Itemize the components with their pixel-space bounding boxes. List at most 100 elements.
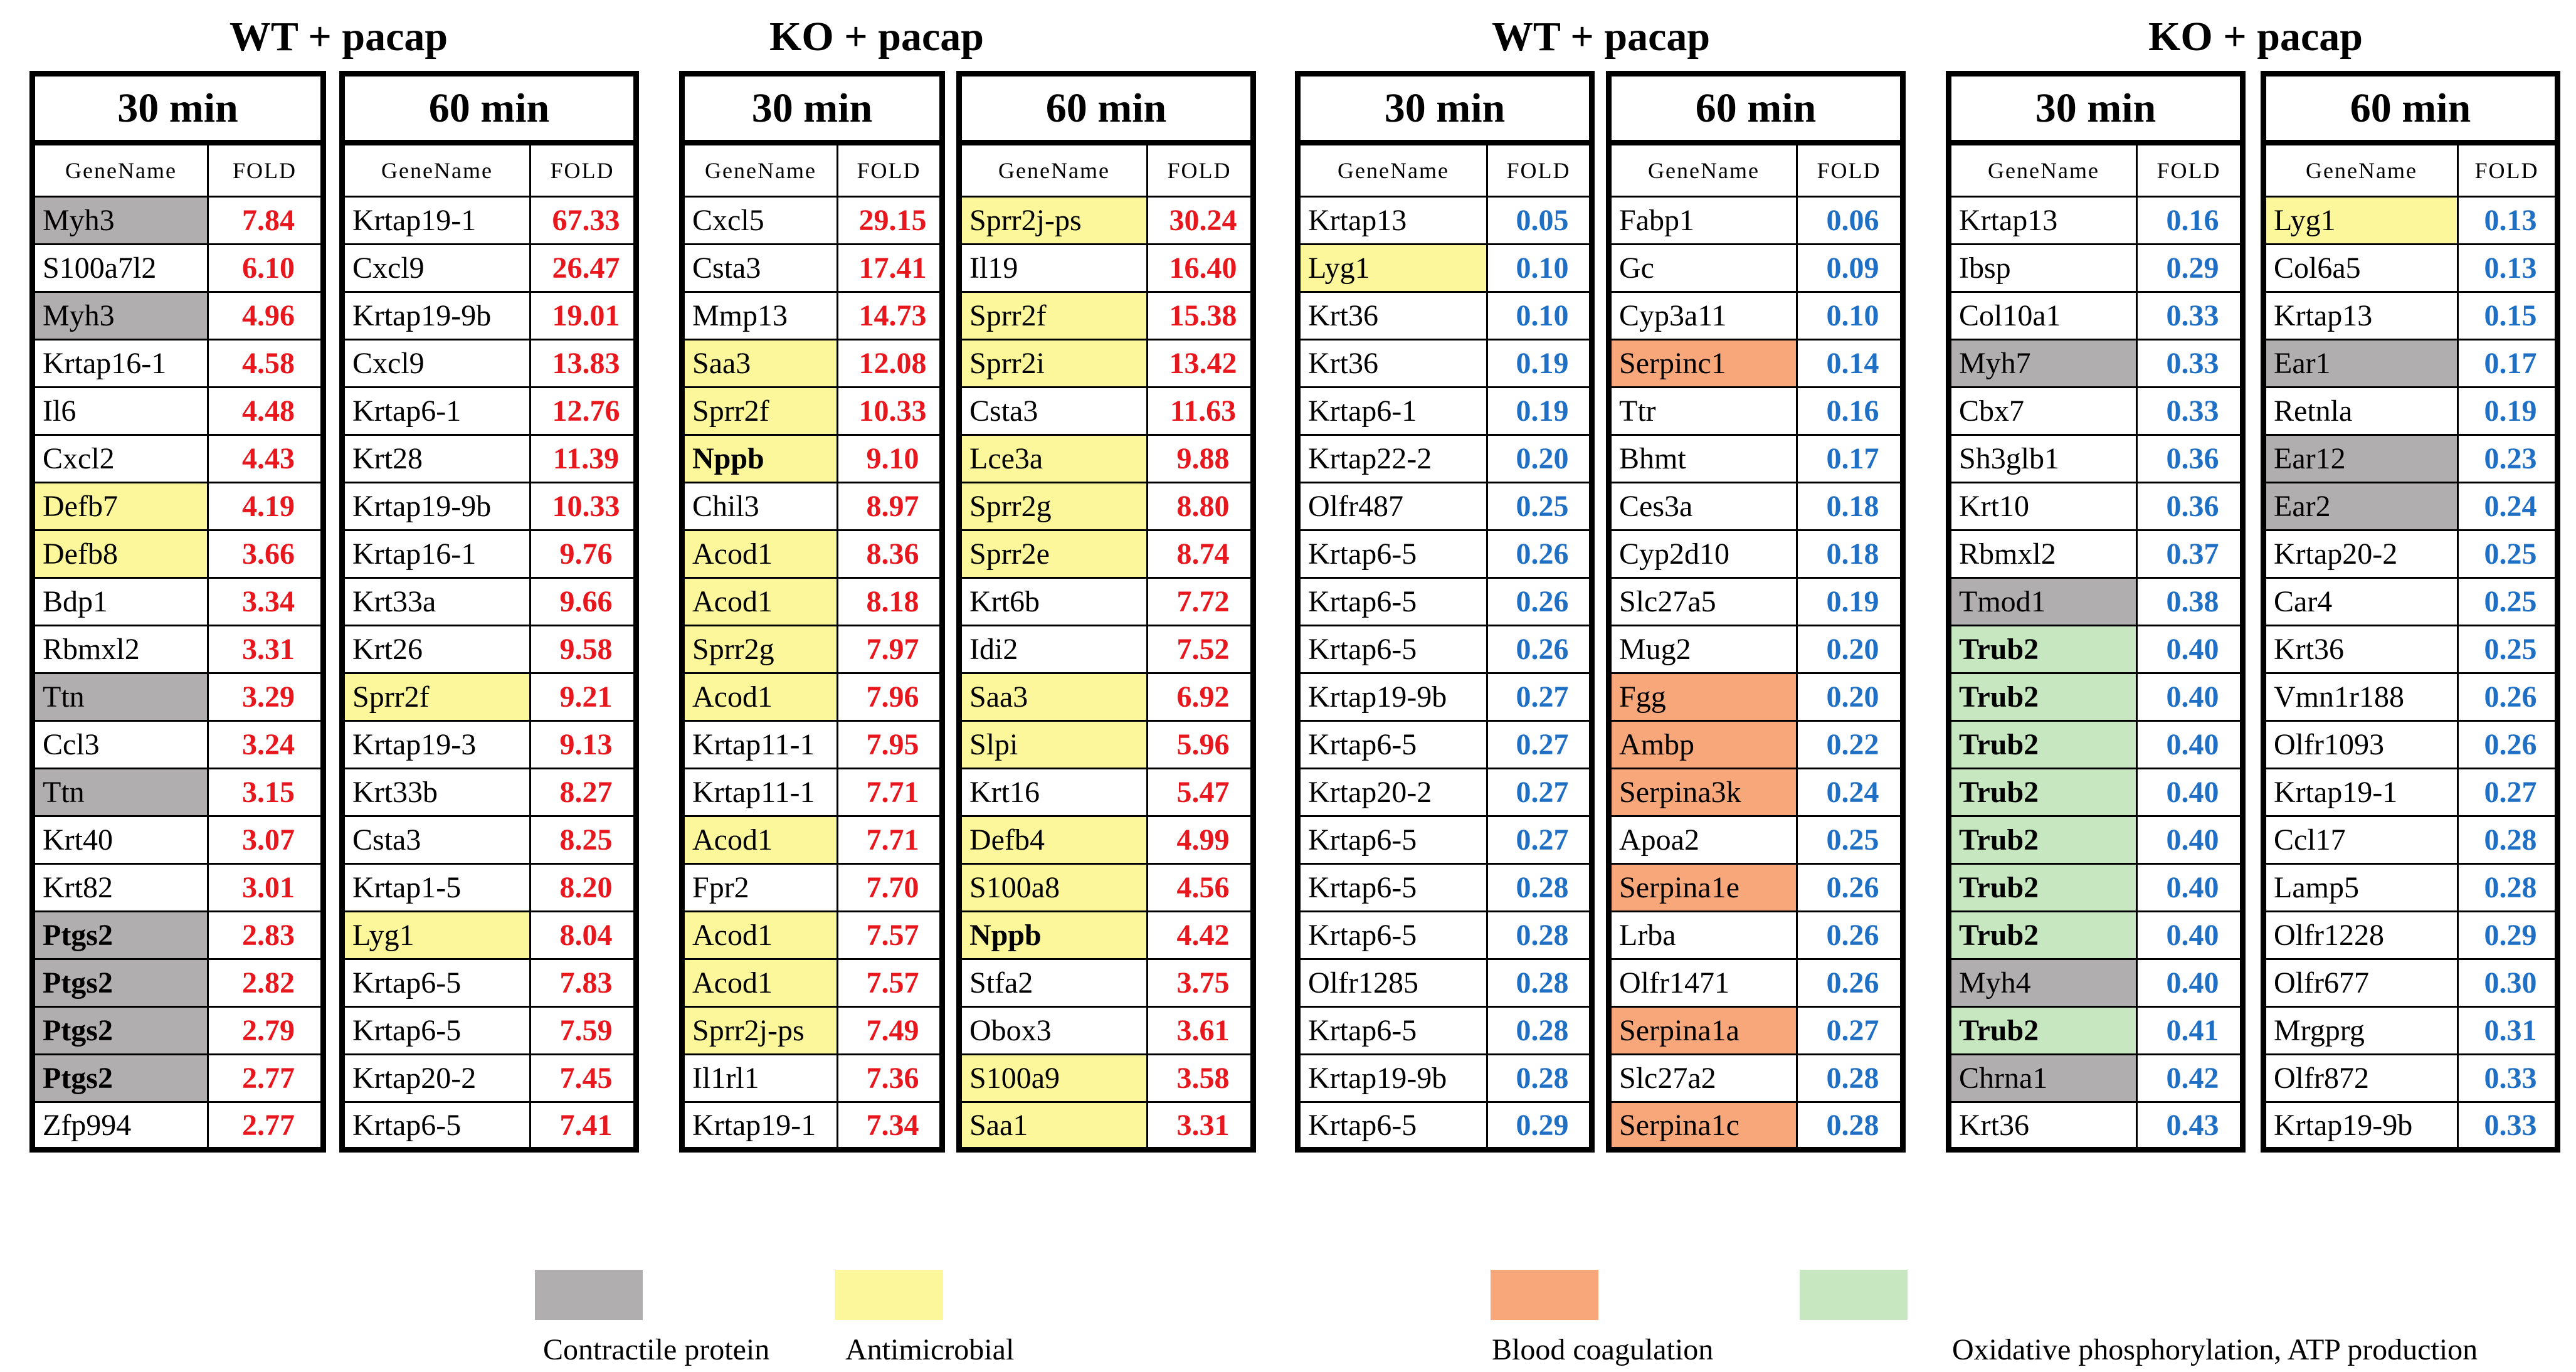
legend-label-oxphos: Oxidative phosphorylation, ATP productio… bbox=[1952, 1333, 2478, 1366]
fold-value-cell: 9.66 bbox=[529, 577, 637, 626]
column-header-row: GeneName FOLD bbox=[1608, 142, 1904, 198]
table-row: S100a9 3.58 bbox=[958, 1053, 1254, 1103]
table-row: Il19 16.40 bbox=[958, 243, 1254, 293]
fold-value-cell: 0.33 bbox=[2136, 386, 2244, 436]
gene-name-cell: Krtap6-5 bbox=[1297, 815, 1488, 865]
fold-value-cell: 2.79 bbox=[207, 1006, 324, 1055]
table-row: Krtap20-2 7.45 bbox=[341, 1053, 637, 1103]
gene-name-cell: Trub2 bbox=[1948, 768, 2138, 817]
gene-name-cell: Krtap19-9b bbox=[1297, 1053, 1488, 1103]
gene-name-cell: Myh4 bbox=[1948, 958, 2138, 1008]
time-point-label: 60 min bbox=[341, 73, 637, 145]
table-row: Slc27a2 0.28 bbox=[1608, 1053, 1904, 1103]
fold-value-cell: 17.41 bbox=[837, 243, 943, 293]
gene-name-cell: Idi2 bbox=[958, 625, 1148, 674]
gene-name-header: GeneName bbox=[1608, 142, 1798, 198]
gene-name-cell: Fabp1 bbox=[1608, 196, 1798, 245]
table-row: Ear12 0.23 bbox=[2262, 434, 2558, 483]
gene-name-cell: Krt36 bbox=[2262, 625, 2459, 674]
table-row: Olfr1285 0.28 bbox=[1297, 958, 1593, 1008]
table-row: Krtap6-5 0.26 bbox=[1297, 577, 1593, 626]
fold-value-cell: 10.33 bbox=[837, 386, 943, 436]
gene-name-cell: Bhmt bbox=[1608, 434, 1798, 483]
table-row: Krtap6-5 0.27 bbox=[1297, 815, 1593, 865]
table-row: Krt36 0.43 bbox=[1948, 1101, 2244, 1151]
fold-value-cell: 3.29 bbox=[207, 672, 324, 722]
gene-name-cell: Col10a1 bbox=[1948, 291, 2138, 340]
table-row: Cbx7 0.33 bbox=[1948, 386, 2244, 436]
gene-name-cell: Saa3 bbox=[958, 672, 1148, 722]
fold-value-cell: 0.29 bbox=[2136, 243, 2244, 293]
gene-name-cell: Nppb bbox=[958, 910, 1148, 960]
table-row: Krt28 11.39 bbox=[341, 434, 637, 483]
fold-value-cell: 26.47 bbox=[529, 243, 637, 293]
fold-value-cell: 0.27 bbox=[1486, 768, 1593, 817]
fold-value-cell: 0.43 bbox=[2136, 1101, 2244, 1151]
legend-label-antimicrobial: Antimicrobial bbox=[845, 1333, 1015, 1366]
table-row: Cxcl9 13.83 bbox=[341, 339, 637, 388]
table-row: Nppb 4.42 bbox=[958, 910, 1254, 960]
fold-value-cell: 7.96 bbox=[837, 672, 943, 722]
table-row: Krtap11-1 7.71 bbox=[681, 768, 943, 817]
fold-value-cell: 0.33 bbox=[2457, 1101, 2558, 1151]
table-row: Acod1 7.57 bbox=[681, 910, 943, 960]
gene-name-cell: Sprr2f bbox=[341, 672, 531, 722]
table-row: Olfr1471 0.26 bbox=[1608, 958, 1904, 1008]
gene-name-cell: Saa1 bbox=[958, 1101, 1148, 1151]
fold-value-cell: 5.47 bbox=[1146, 768, 1254, 817]
fold-value-cell: 0.10 bbox=[1486, 243, 1593, 293]
gene-name-cell: Krtap20-2 bbox=[341, 1053, 531, 1103]
gene-name-cell: Krtap1-5 bbox=[341, 863, 531, 912]
fold-value-cell: 7.45 bbox=[529, 1053, 637, 1103]
table-row: Serpina1a 0.27 bbox=[1608, 1006, 1904, 1055]
fold-value-cell: 0.15 bbox=[2457, 291, 2558, 340]
legend-swatch-oxphos bbox=[1800, 1270, 1908, 1320]
table-row: Krtap6-5 0.27 bbox=[1297, 720, 1593, 769]
column-header-row: GeneName FOLD bbox=[31, 142, 324, 198]
gene-name-cell: Krtap11-1 bbox=[681, 768, 838, 817]
gene-name-cell: Krtap19-3 bbox=[341, 720, 531, 769]
fold-value-cell: 8.27 bbox=[529, 768, 637, 817]
table-row: Krt6b 7.72 bbox=[958, 577, 1254, 626]
gene-name-cell: Slpi bbox=[958, 720, 1148, 769]
fold-value-cell: 4.19 bbox=[207, 482, 324, 531]
fold-value-cell: 4.58 bbox=[207, 339, 324, 388]
gene-name-cell: Trub2 bbox=[1948, 625, 2138, 674]
table-row: Sprr2g 7.97 bbox=[681, 625, 943, 674]
table-row: Lce3a 9.88 bbox=[958, 434, 1254, 483]
gene-name-cell: Krtap16-1 bbox=[31, 339, 209, 388]
gene-name-cell: Ccl3 bbox=[31, 720, 209, 769]
fold-value-cell: 0.25 bbox=[2457, 625, 2558, 674]
table-row: Acod1 7.57 bbox=[681, 958, 943, 1008]
table-row: Mmp13 14.73 bbox=[681, 291, 943, 340]
table-row: Olfr677 0.30 bbox=[2262, 958, 2558, 1008]
gene-name-cell: Krtap13 bbox=[2262, 291, 2459, 340]
fold-value-cell: 2.77 bbox=[207, 1101, 324, 1151]
fold-value-cell: 0.17 bbox=[2457, 339, 2558, 388]
fold-value-cell: 15.38 bbox=[1146, 291, 1254, 340]
gene-name-cell: Krtap19-9b bbox=[1297, 672, 1488, 722]
legend-swatch-coagulation bbox=[1491, 1270, 1598, 1320]
fold-value-cell: 3.66 bbox=[207, 529, 324, 579]
gene-name-cell: Ptgs2 bbox=[31, 1053, 209, 1103]
table-row: Rbmxl2 3.31 bbox=[31, 625, 324, 674]
fold-value-cell: 0.40 bbox=[2136, 815, 2244, 865]
gene-name-cell: Krtap6-5 bbox=[1297, 720, 1488, 769]
gene-name-cell: Krtap22-2 bbox=[1297, 434, 1488, 483]
fold-value-cell: 9.13 bbox=[529, 720, 637, 769]
group-title: KO + pacap bbox=[769, 14, 984, 60]
table-row: Lyg1 0.10 bbox=[1297, 243, 1593, 293]
fold-value-cell: 9.58 bbox=[529, 625, 637, 674]
gene-fold-table: 60 min GeneName FOLD Krtap19-1 67.33 Cxcl9 26.… bbox=[339, 71, 639, 1153]
gene-name-cell: Krt28 bbox=[341, 434, 531, 483]
table-row: Trub2 0.40 bbox=[1948, 672, 2244, 722]
gene-name-cell: Olfr1471 bbox=[1608, 958, 1798, 1008]
gene-name-cell: Lyg1 bbox=[1297, 243, 1488, 293]
table-row: Bhmt 0.17 bbox=[1608, 434, 1904, 483]
fold-value-cell: 0.18 bbox=[1796, 529, 1904, 579]
table-row: Krtap13 0.16 bbox=[1948, 196, 2244, 245]
gene-name-cell: Cyp3a11 bbox=[1608, 291, 1798, 340]
gene-fold-table: 30 min GeneName FOLD Cxcl5 29.15 Csta3 17.41 Mm… bbox=[679, 71, 945, 1153]
fold-value-cell: 12.76 bbox=[529, 386, 637, 436]
table-row: Fpr2 7.70 bbox=[681, 863, 943, 912]
